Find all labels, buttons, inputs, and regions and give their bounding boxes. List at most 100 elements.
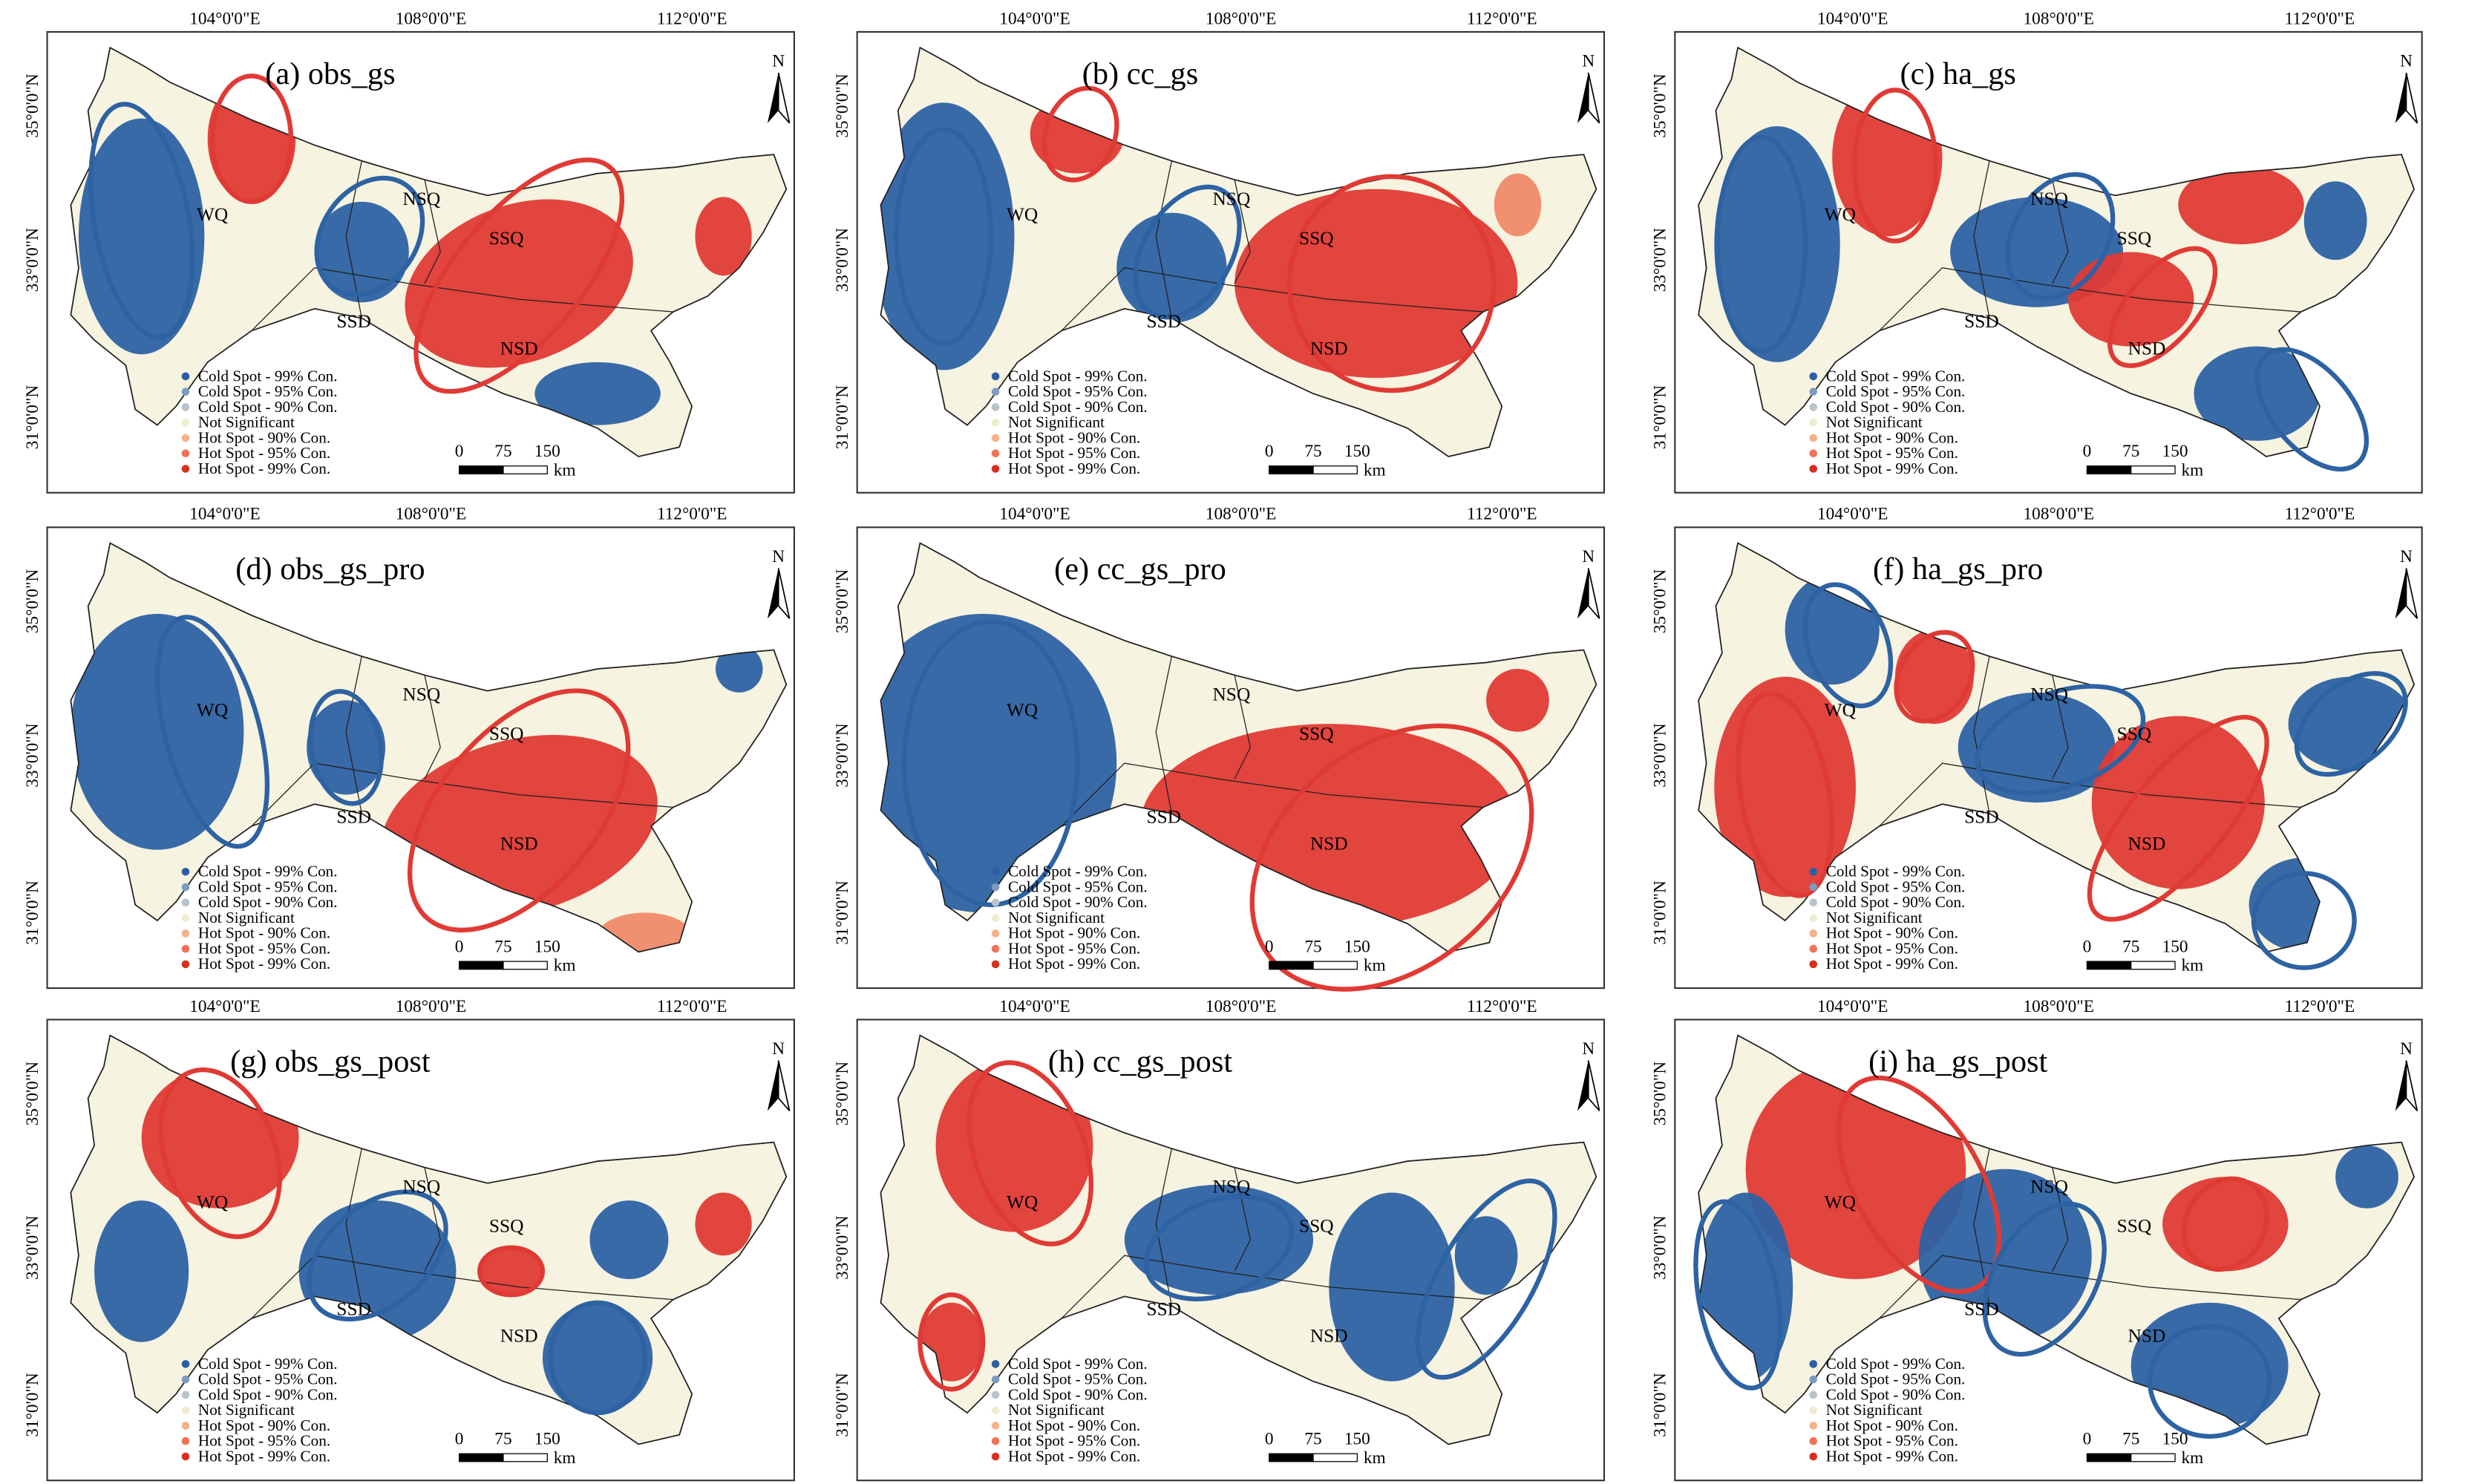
legend-label: Hot Spot - 99% Con.: [198, 955, 330, 973]
region-label: NSQ: [2030, 189, 2068, 209]
longitude-label: 104°0'0"E: [999, 9, 1070, 28]
legend-swatch: [1809, 1375, 1818, 1384]
legend-label: Hot Spot - 90% Con.: [1008, 1416, 1140, 1434]
latitude-label: 35°0'0"N: [1651, 73, 1670, 138]
latitude-label: 33°0'0"N: [23, 1215, 42, 1280]
legend-label: Not Significant: [198, 909, 295, 926]
panel-title: (d) obs_gs_pro: [235, 552, 425, 586]
legend-swatch: [181, 418, 190, 427]
scale-bar: [459, 465, 504, 474]
cluster-outline: [88, 102, 195, 340]
legend-label: Cold Spot - 99% Con.: [198, 863, 338, 880]
region-label: NSD: [2128, 338, 2166, 359]
region-boundary: [251, 1255, 673, 1319]
region-label: SSD: [1146, 1299, 1181, 1320]
legend-swatch: [991, 1422, 1000, 1430]
latitude-label: 35°0'0"N: [833, 1062, 852, 1126]
region-boundary: [1061, 1255, 1483, 1319]
scale-label: 0: [455, 442, 464, 461]
north-label: N: [772, 52, 785, 71]
legend-swatch: [1809, 388, 1818, 396]
legend-label: Cold Spot - 99% Con.: [1826, 1355, 1966, 1373]
hotspot-cluster: [405, 199, 633, 368]
latitude-label: 35°0'0"N: [23, 73, 42, 138]
legend-swatch: [181, 1422, 190, 1430]
legend-label: Hot Spot - 99% Con.: [1826, 460, 1958, 477]
hotspot-cluster: [1116, 212, 1227, 323]
region-boundary: [2052, 675, 2069, 779]
cluster-outline: [902, 619, 1080, 907]
hotspot-cluster: [2335, 1145, 2398, 1209]
legend-label: Cold Spot - 95% Con.: [1826, 877, 1966, 895]
legend-swatch: [991, 914, 1000, 922]
legend-label: Cold Spot - 95% Con.: [1008, 382, 1148, 400]
hotspot-cluster: [1329, 1192, 1455, 1382]
region-label: SSQ: [489, 228, 524, 249]
legend-label: Hot Spot - 95% Con.: [1008, 444, 1140, 462]
legend-label: Cold Spot - 90% Con.: [1008, 1385, 1148, 1403]
region-boundary: [424, 1167, 441, 1272]
north-arrow: [2395, 1060, 2407, 1111]
hotspot-cluster: [2178, 166, 2304, 244]
scale-bar: [503, 1453, 548, 1462]
hotspot-cluster: [695, 1192, 752, 1256]
legend-label: Hot Spot - 99% Con.: [1826, 955, 1958, 973]
region-label: SSD: [336, 1299, 371, 1320]
legend-swatch: [991, 388, 1000, 396]
scale-unit: km: [2182, 1448, 2204, 1468]
north-label: N: [2400, 52, 2413, 71]
latitude-label: 31°0'0"N: [23, 1373, 42, 1437]
scale-label: 75: [494, 937, 511, 956]
legend-swatch: [991, 898, 1000, 907]
cluster-outline: [1415, 1178, 1557, 1380]
north-arrow: [767, 73, 779, 123]
hotspot-cluster: [2162, 1177, 2289, 1272]
region-label: WQ: [197, 204, 228, 225]
cluster-outline: [1133, 184, 1242, 320]
hotspot-cluster: [2067, 252, 2194, 347]
scale-label: 75: [494, 442, 511, 461]
region-label: NSD: [2128, 1326, 2166, 1347]
region-boundary: [345, 1148, 362, 1307]
cluster-outline: [894, 127, 993, 346]
region-label: NSD: [500, 1326, 538, 1347]
region-label: SSQ: [1299, 228, 1334, 249]
legend-label: Cold Spot - 90% Con.: [1008, 893, 1148, 911]
legend-label: Hot Spot - 99% Con.: [1008, 460, 1140, 477]
legend-label: Hot Spot - 95% Con.: [1826, 939, 1958, 957]
region-label: SSQ: [489, 723, 524, 744]
region-label: SSD: [336, 311, 371, 332]
region-boundary: [345, 656, 362, 814]
scale-unit: km: [554, 1448, 576, 1468]
panel-title: (h) cc_gs_post: [1048, 1044, 1232, 1079]
longitude-label: 108°0'0"E: [2024, 505, 2095, 524]
legend-swatch: [991, 1452, 1000, 1461]
legend-label: Cold Spot - 95% Con.: [198, 1370, 338, 1388]
north-arrow: [1577, 73, 1589, 123]
north-arrow: [2405, 1060, 2418, 1111]
north-arrow: [1587, 1060, 1600, 1111]
legend-label: Cold Spot - 95% Con.: [198, 382, 338, 400]
hotspot-cluster: [71, 613, 244, 850]
longitude-label: 108°0'0"E: [1206, 997, 1276, 1016]
legend-swatch: [991, 1390, 1000, 1399]
latitude-label: 35°0'0"N: [833, 73, 852, 138]
scale-unit: km: [1364, 1448, 1386, 1468]
scale-unit: km: [554, 460, 576, 480]
legend-swatch: [1809, 434, 1818, 442]
longitude-label: 112°0'0"E: [1467, 505, 1537, 524]
region-label: SSD: [1964, 311, 1999, 332]
region-label: NSQ: [2030, 1176, 2068, 1197]
hotspot-cluster: [2091, 716, 2265, 889]
map-panel: 104°0'0"E 108°0'0"E 112°0'0"E 35°0'0"N 33°0'…: [1651, 9, 2423, 494]
legend-swatch: [1809, 867, 1818, 876]
scale-label: 75: [2122, 937, 2139, 956]
legend-swatch: [1809, 1422, 1818, 1430]
north-arrow: [777, 72, 791, 124]
longitude-label: 108°0'0"E: [2024, 9, 2095, 28]
legend-label: Cold Spot - 95% Con.: [198, 877, 338, 895]
hotspot-cluster: [1714, 676, 1856, 898]
scale-bar: [1312, 465, 1358, 474]
region-label: SSD: [1146, 311, 1181, 332]
panel-title: (c) ha_gs: [1900, 56, 2015, 91]
